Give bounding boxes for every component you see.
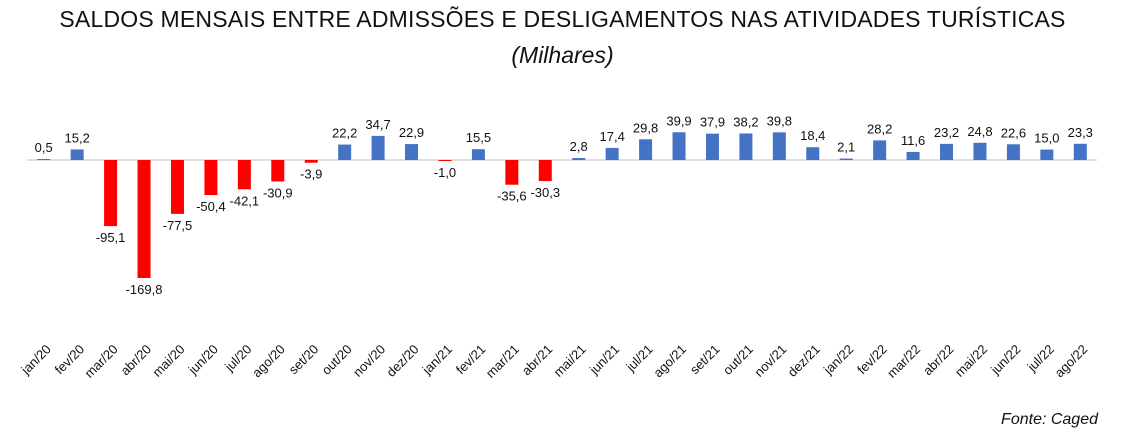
data-label: -169,8 (126, 282, 163, 297)
chart-title: SALDOS MENSAIS ENTRE ADMISSÕES E DESLIGA… (59, 6, 1066, 32)
bar-out-20 (338, 144, 352, 160)
data-label: 15,0 (1034, 131, 1059, 146)
bar-mar-22 (906, 151, 920, 160)
x-tick-label: jan/20 (17, 342, 53, 378)
x-tick-label: mai/21 (551, 342, 589, 380)
data-label: -3,9 (300, 167, 322, 182)
data-label: 34,7 (365, 117, 390, 132)
x-tick-label: mar/21 (483, 342, 522, 381)
x-tick-label: jun/20 (185, 342, 221, 378)
x-tick-label: mar/20 (81, 342, 120, 381)
x-tick-label: set/21 (687, 342, 723, 378)
source-note: Fonte: Caged (1001, 411, 1098, 428)
x-tick-label: mai/22 (952, 342, 990, 380)
x-tick-label: abr/20 (117, 342, 154, 379)
bar-out-21 (739, 133, 753, 160)
data-label: 29,8 (633, 120, 658, 135)
x-tick-label: nov/20 (350, 342, 388, 380)
bar-mar-20 (104, 160, 118, 227)
bar-fev-20 (70, 149, 84, 160)
x-tick-label: jan/22 (820, 342, 856, 378)
x-tick-label: jun/22 (987, 342, 1023, 378)
data-label: 15,2 (65, 130, 90, 145)
data-label: 17,4 (600, 129, 625, 144)
bar-dez-21 (806, 147, 820, 160)
data-label: 0,5 (35, 140, 53, 155)
bar-mai-20 (170, 160, 184, 214)
x-tick-label: out/21 (720, 342, 756, 378)
data-label: 23,2 (934, 125, 959, 140)
bar-jun-21 (605, 147, 619, 160)
bar-fev-22 (873, 140, 887, 160)
x-tick-label: dez/21 (785, 342, 823, 380)
x-tick-label: abr/21 (519, 342, 556, 379)
data-label: -77,5 (163, 218, 193, 233)
data-label: -42,1 (230, 193, 260, 208)
x-tick-label: ago/22 (1052, 342, 1091, 381)
bar-set-20 (304, 160, 318, 163)
x-tick-label: dez/20 (383, 342, 421, 380)
bar-jan-20 (37, 159, 51, 160)
data-label: 22,2 (332, 126, 357, 141)
data-label: 23,3 (1068, 125, 1093, 140)
data-label: -50,4 (196, 199, 226, 214)
x-tick-label: nov/21 (751, 342, 789, 380)
x-tick-label: out/20 (319, 342, 355, 378)
bar-ago-22 (1073, 143, 1087, 160)
chart-subtitle: (Milhares) (511, 42, 614, 68)
data-label: 11,6 (901, 133, 925, 148)
bar-mai-22 (973, 142, 987, 160)
bar-jan-21 (438, 160, 452, 161)
bar-jul-22 (1040, 149, 1054, 160)
data-label: 39,9 (666, 113, 691, 128)
bar-nov-21 (772, 132, 786, 160)
data-label: -30,9 (263, 185, 293, 200)
bar-jun-20 (204, 160, 218, 196)
data-label: 28,2 (867, 121, 892, 136)
data-label: 24,8 (967, 124, 992, 139)
x-tick-label: mar/22 (884, 342, 923, 381)
bar-jun-22 (1006, 144, 1020, 160)
data-label: 22,6 (1001, 125, 1026, 140)
data-label: 39,8 (767, 113, 792, 128)
bar-abr-20 (137, 160, 151, 278)
data-label: 2,1 (837, 140, 855, 155)
x-tick-label: mai/20 (149, 342, 187, 380)
bar-nov-20 (371, 135, 385, 160)
x-tick-label: abr/22 (920, 342, 957, 379)
bar-set-21 (705, 133, 719, 160)
data-label: -35,6 (497, 189, 527, 204)
bar-ago-21 (672, 132, 686, 160)
data-label: 22,9 (399, 125, 424, 140)
bar-fev-21 (471, 149, 485, 160)
bar-mai-21 (572, 158, 586, 160)
data-label: -95,1 (96, 230, 126, 245)
data-label: 38,2 (733, 114, 758, 129)
bar-jul-20 (237, 160, 251, 190)
bar-jan-22 (839, 158, 853, 160)
x-tick-label: ago/21 (650, 342, 689, 381)
data-label: -30,3 (530, 185, 560, 200)
bar-mar-21 (505, 160, 519, 185)
bar-dez-20 (405, 144, 419, 160)
data-label: -1,0 (434, 165, 456, 180)
bar-abr-21 (538, 160, 552, 182)
data-label: 15,5 (466, 130, 491, 145)
bar-jul-21 (639, 139, 653, 160)
bar-ago-20 (271, 160, 285, 182)
x-tick-label: jun/21 (586, 342, 622, 378)
data-label: 37,9 (700, 115, 725, 130)
x-tick-label: ago/20 (249, 342, 288, 381)
x-tick-label: jan/21 (419, 342, 455, 378)
x-tick-label: set/20 (286, 342, 322, 378)
data-label: 18,4 (800, 128, 825, 143)
data-label: 2,8 (570, 139, 588, 154)
bar-abr-22 (940, 143, 954, 160)
